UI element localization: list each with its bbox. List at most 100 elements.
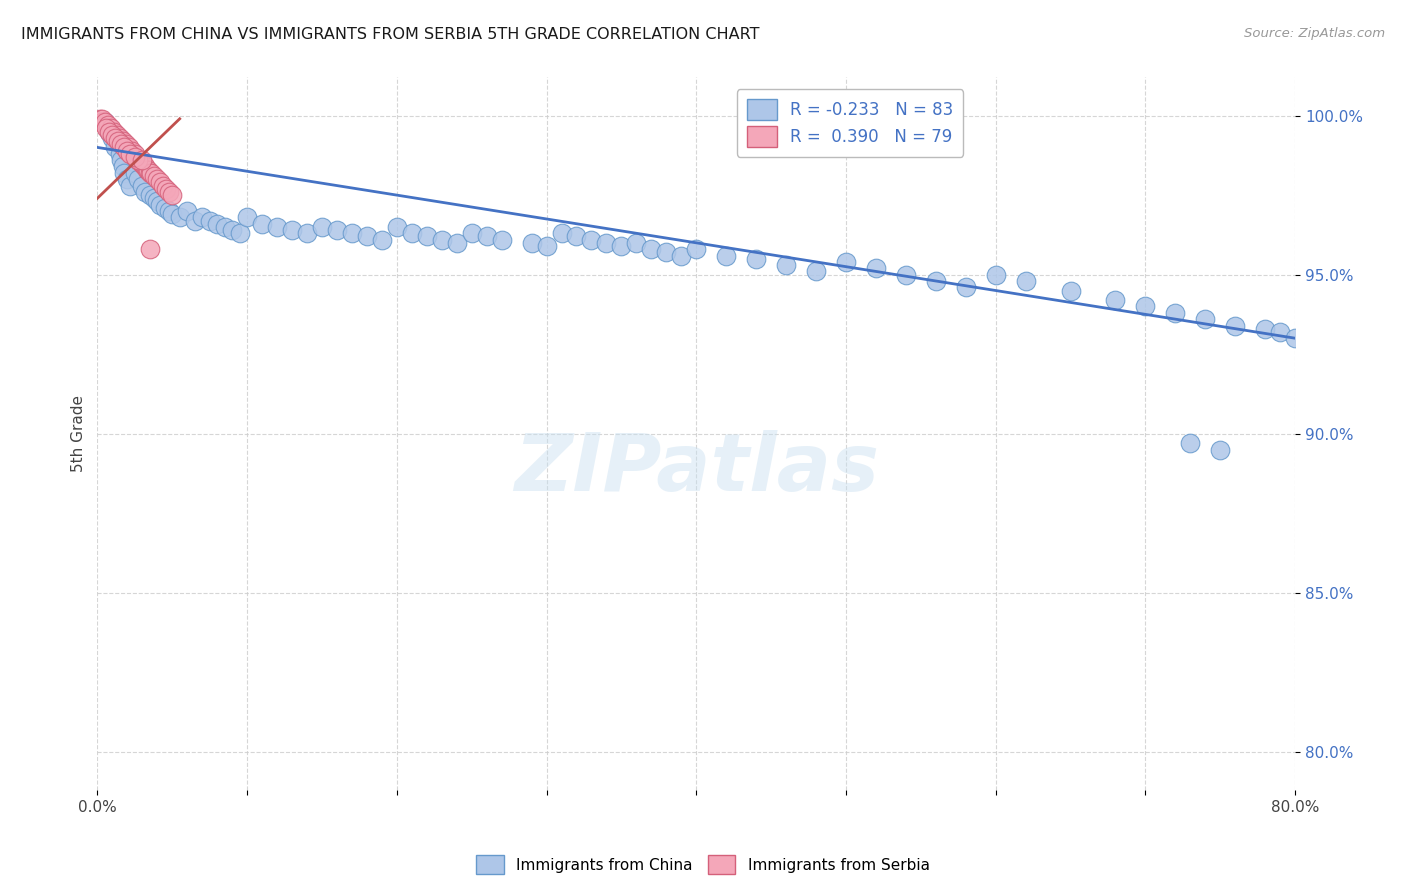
Point (143, 191, 166, 205)
Point (295, 227, 318, 241)
Point (105, 131, 128, 145)
Point (135, 162, 157, 177)
Point (401, 227, 423, 241)
Point (984, 268, 1007, 282)
Point (129, 156, 152, 170)
Point (124, 150, 146, 164)
Point (1180, 436, 1202, 450)
Point (1225, 318, 1247, 333)
Point (1014, 274, 1036, 288)
Point (169, 211, 191, 225)
Point (146, 172, 169, 186)
Point (121, 144, 143, 158)
Point (925, 274, 948, 288)
Point (100, 121, 122, 136)
Point (118, 140, 141, 154)
Point (152, 178, 174, 193)
Point (96, 118, 118, 132)
Point (101, 131, 124, 145)
Point (108, 131, 131, 145)
Point (655, 245, 678, 260)
Text: ZIPatlas: ZIPatlas (513, 430, 879, 508)
Point (1135, 300, 1157, 314)
Point (804, 264, 827, 278)
Point (112, 140, 135, 154)
Point (125, 150, 148, 164)
Point (149, 197, 172, 211)
Point (114, 140, 136, 154)
Point (520, 235, 543, 250)
Point (98, 124, 121, 138)
Point (141, 166, 163, 180)
Point (176, 204, 198, 219)
Point (132, 160, 155, 174)
Text: Source: ZipAtlas.com: Source: ZipAtlas.com (1244, 27, 1385, 40)
Point (107, 131, 129, 145)
Text: IMMIGRANTS FROM CHINA VS IMMIGRANTS FROM SERBIA 5TH GRADE CORRELATION CHART: IMMIGRANTS FROM CHINA VS IMMIGRANTS FROM… (21, 27, 759, 42)
Point (356, 229, 378, 244)
Point (716, 248, 738, 262)
Point (131, 156, 153, 170)
Point (90, 115, 112, 129)
Point (101, 128, 124, 142)
Point (90, 112, 112, 126)
Point (103, 124, 125, 138)
Point (183, 213, 205, 227)
Point (1254, 321, 1277, 335)
Point (117, 172, 139, 186)
Point (122, 146, 145, 161)
Point (107, 134, 129, 148)
Point (112, 137, 135, 152)
Point (110, 134, 132, 148)
Point (107, 134, 129, 148)
Point (124, 166, 146, 180)
Point (117, 144, 139, 158)
Point (131, 153, 153, 168)
Point (94, 115, 117, 129)
Point (160, 207, 183, 221)
Point (955, 280, 977, 294)
Point (124, 150, 146, 164)
Point (595, 235, 617, 250)
Point (111, 137, 134, 152)
Point (100, 124, 122, 138)
Point (198, 213, 221, 227)
Point (745, 252, 768, 266)
Point (127, 153, 149, 168)
Point (89, 112, 111, 126)
Point (139, 166, 162, 180)
Point (1270, 325, 1292, 339)
Point (120, 144, 142, 158)
Point (105, 131, 128, 145)
Point (101, 124, 124, 138)
Point (228, 227, 250, 241)
Point (581, 233, 603, 247)
Point (97, 121, 120, 136)
Point (894, 268, 917, 282)
Y-axis label: 5th Grade: 5th Grade (72, 395, 86, 472)
Point (139, 242, 162, 256)
Point (124, 150, 146, 164)
Point (491, 233, 513, 247)
Point (111, 160, 134, 174)
Point (221, 223, 243, 237)
Point (1284, 331, 1306, 345)
Point (416, 229, 439, 244)
Point (111, 134, 134, 148)
Point (536, 239, 558, 253)
Point (110, 137, 132, 152)
Point (134, 185, 156, 199)
Point (108, 134, 131, 148)
Point (1194, 312, 1216, 326)
Point (191, 211, 214, 225)
Point (94, 115, 117, 129)
Point (835, 255, 858, 269)
Point (114, 140, 136, 154)
Point (100, 124, 122, 138)
Point (149, 175, 172, 189)
Point (266, 219, 288, 234)
Point (865, 261, 887, 276)
Point (110, 153, 132, 168)
Point (98, 124, 121, 138)
Point (160, 188, 183, 202)
